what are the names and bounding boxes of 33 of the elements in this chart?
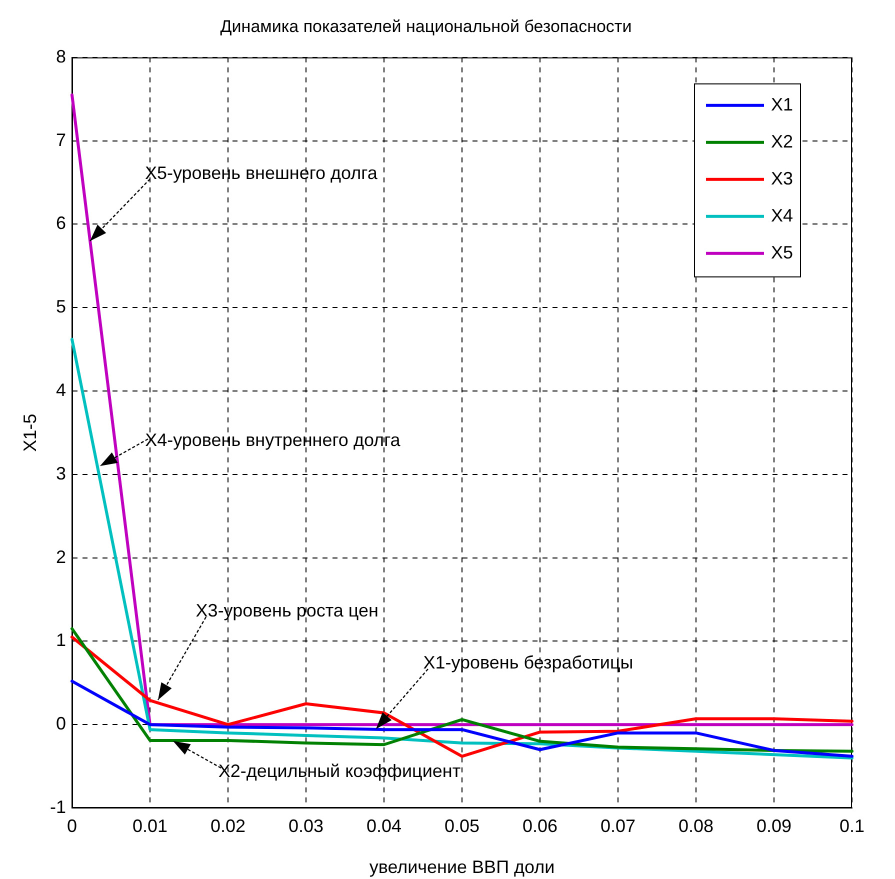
y-tick-label: 7 — [56, 130, 66, 150]
y-tick-label: 0 — [56, 714, 66, 734]
annotation: X1-уровень безработицы — [423, 652, 634, 673]
legend-label: X1 — [771, 94, 794, 114]
annotation: X5-уровень внешнего долга — [144, 162, 378, 183]
x-tick-label: 0.01 — [132, 816, 168, 836]
x-tick-label: 0.05 — [444, 816, 480, 836]
x-tick-label: 0.08 — [678, 816, 714, 836]
x-tick-label: 0.1 — [839, 816, 865, 836]
y-tick-label: -1 — [50, 796, 66, 817]
y-tick-label: 2 — [56, 546, 66, 567]
legend-label: X2 — [771, 131, 794, 152]
legend-label: X5 — [771, 242, 794, 262]
legend-label: X3 — [771, 168, 794, 188]
y-tick-label: 4 — [56, 380, 66, 400]
x-tick-label: 0.04 — [366, 816, 402, 836]
y-tick-label: 8 — [56, 46, 66, 66]
x-tick-label: 0.09 — [756, 816, 792, 836]
y-tick-label: 6 — [56, 213, 66, 234]
annotation: X4-уровень внутреннего долга — [145, 430, 402, 450]
y-axis-title: X1-5 — [20, 414, 40, 452]
x-axis-title: увеличение ВВП доли — [369, 857, 555, 878]
y-tick-label: 3 — [56, 463, 66, 484]
y-tick-label: 1 — [56, 630, 66, 650]
x-tick-label: 0.06 — [522, 816, 558, 836]
annotation: X3-уровень роста цен — [196, 600, 378, 621]
x-tick-label: 0.07 — [600, 816, 636, 836]
y-tick-label: 5 — [56, 296, 66, 317]
legend-label: X4 — [771, 205, 794, 226]
annotation: X2-децильный коэффициент — [218, 761, 461, 782]
x-tick-label: 0.03 — [288, 816, 324, 836]
x-tick-label: 0.02 — [210, 816, 246, 836]
chart-title: Динамика показателей национальной безопасности — [220, 16, 632, 36]
